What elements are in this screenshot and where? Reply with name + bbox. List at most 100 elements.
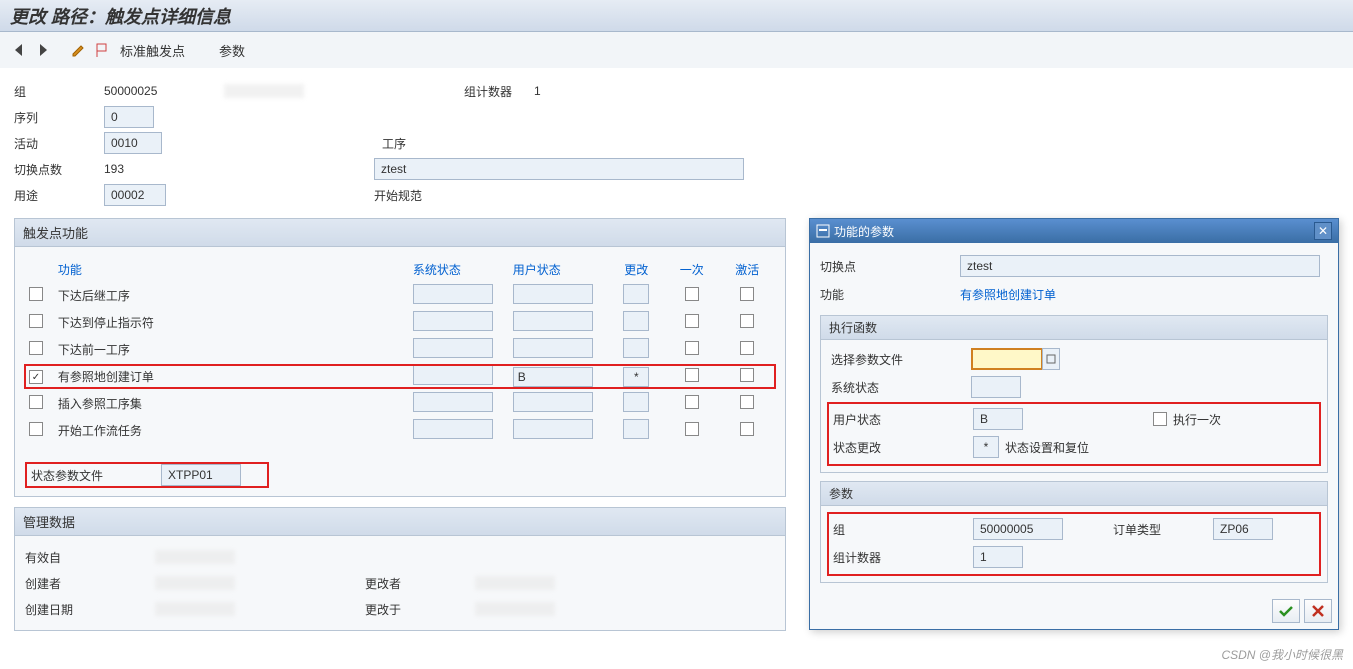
col-func: 功能 (54, 259, 409, 280)
params-group: 参数 组 50000005 订单类型 ZP06 组计数器 1 (820, 481, 1328, 583)
usage-input[interactable]: 00002 (104, 184, 166, 206)
sys-status-input[interactable] (413, 311, 493, 331)
watermark: CSDN @我小时候很黑 (1221, 646, 1343, 663)
order-type-input[interactable]: ZP06 (1213, 518, 1273, 540)
change-input[interactable] (623, 284, 649, 304)
activate-checkbox[interactable] (740, 422, 754, 436)
user-status-input[interactable] (513, 311, 593, 331)
popup-group-input[interactable]: 50000005 (973, 518, 1063, 540)
switch-value: 193 (104, 162, 374, 176)
prev-icon[interactable] (10, 41, 28, 59)
exec-once-label: 执行一次 (1173, 411, 1221, 428)
params-group-title: 参数 (821, 482, 1327, 506)
usage-label: 用途 (14, 187, 104, 204)
status-change-input[interactable]: * (973, 436, 999, 458)
popup-user-status-input[interactable]: B (973, 408, 1023, 430)
once-checkbox[interactable] (685, 341, 699, 355)
redacted-value (475, 576, 555, 590)
popup-title-bar: 功能的参数 ✕ (810, 219, 1338, 243)
popup-counter-input[interactable]: 1 (973, 546, 1023, 568)
user-status-input[interactable] (513, 392, 593, 412)
activate-checkbox[interactable] (740, 395, 754, 409)
params-button[interactable]: 参数 (219, 41, 245, 60)
change-input[interactable] (623, 311, 649, 331)
redacted-value (475, 602, 555, 616)
activate-checkbox[interactable] (740, 341, 754, 355)
switch-name-input[interactable]: ztest (374, 158, 744, 180)
redacted-value (155, 576, 235, 590)
once-checkbox[interactable] (685, 314, 699, 328)
popup-switch-value: ztest (960, 255, 1320, 277)
table-row: ✓ 有参照地创建订单 B * (25, 365, 775, 388)
row-checkbox[interactable] (29, 422, 43, 436)
ok-button[interactable] (1272, 599, 1300, 623)
function-panel: 触发点功能 功能 系统状态 用户状态 更改 一次 激活 下达后继工序下达到停止指… (14, 218, 786, 497)
redacted-value (224, 84, 304, 98)
exec-group-title: 执行函数 (821, 316, 1327, 340)
edit-icon[interactable] (70, 41, 88, 59)
select-param-label: 选择参数文件 (831, 351, 971, 368)
col-act: 激活 (719, 259, 775, 280)
row-checkbox[interactable] (29, 395, 43, 409)
cancel-button[interactable] (1304, 599, 1332, 623)
popup-sys-status-input[interactable] (971, 376, 1021, 398)
popup-user-status-label: 用户状态 (833, 411, 973, 428)
user-status-input[interactable]: B (513, 367, 593, 387)
table-row: 插入参照工序集 (25, 392, 775, 415)
row-checkbox[interactable] (29, 341, 43, 355)
status-file-input[interactable]: XTPP01 (161, 464, 241, 486)
exec-once-checkbox[interactable] (1153, 412, 1167, 426)
search-help-icon[interactable] (1042, 348, 1060, 370)
popup-footer (810, 593, 1338, 629)
window-title-bar: 更改 路径：触发点详细信息 (0, 0, 1353, 32)
activate-checkbox[interactable] (740, 368, 754, 382)
operation-label: 工序 (382, 135, 406, 152)
activity-label: 活动 (14, 135, 104, 152)
row-checkbox[interactable]: ✓ (29, 370, 43, 384)
close-icon[interactable]: ✕ (1314, 222, 1332, 240)
flag-icon[interactable] (94, 41, 112, 59)
group-label: 组 (14, 83, 104, 100)
next-icon[interactable] (34, 41, 52, 59)
once-checkbox[interactable] (685, 395, 699, 409)
col-once: 一次 (664, 259, 719, 280)
once-checkbox[interactable] (685, 422, 699, 436)
row-label: 下达前一工序 (58, 343, 130, 357)
sequence-input[interactable]: 0 (104, 106, 154, 128)
management-panel: 管理数据 有效自 创建者 更改者 创建日期 更改于 (14, 507, 786, 631)
activate-checkbox[interactable] (740, 314, 754, 328)
status-file-row: 状态参数文件 XTPP01 (25, 462, 269, 488)
activity-input[interactable]: 0010 (104, 132, 162, 154)
changed-on-label: 更改于 (365, 601, 475, 618)
changed-by-label: 更改者 (365, 575, 475, 592)
group-value: 50000025 (104, 84, 224, 98)
change-input[interactable] (623, 338, 649, 358)
popup-func-value: 有参照地创建订单 (960, 286, 1056, 303)
sys-status-input[interactable] (413, 365, 493, 385)
popup-group-label: 组 (833, 521, 973, 538)
created-on-label: 创建日期 (25, 601, 155, 618)
select-param-input[interactable] (971, 348, 1043, 370)
sys-status-input[interactable] (413, 392, 493, 412)
popup-func-label: 功能 (820, 286, 960, 303)
window-title: 更改 路径：触发点详细信息 (10, 3, 231, 29)
once-checkbox[interactable] (685, 287, 699, 301)
activate-checkbox[interactable] (740, 287, 754, 301)
sys-status-input[interactable] (413, 338, 493, 358)
row-label: 有参照地创建订单 (58, 370, 154, 384)
sys-status-input[interactable] (413, 419, 493, 439)
user-status-input[interactable] (513, 284, 593, 304)
created-by-label: 创建者 (25, 575, 155, 592)
row-checkbox[interactable] (29, 314, 43, 328)
change-input[interactable] (623, 392, 649, 412)
user-status-input[interactable] (513, 338, 593, 358)
params-popup: 功能的参数 ✕ 切换点 ztest 功能 有参照地创建订单 执行函数 选择参数文… (809, 218, 1339, 630)
user-status-input[interactable] (513, 419, 593, 439)
row-checkbox[interactable] (29, 287, 43, 301)
counter-value: 1 (534, 84, 541, 98)
change-input[interactable] (623, 419, 649, 439)
std-trigger-button[interactable]: 标准触发点 (120, 41, 185, 60)
once-checkbox[interactable] (685, 368, 699, 382)
change-input[interactable]: * (623, 367, 649, 387)
sys-status-input[interactable] (413, 284, 493, 304)
